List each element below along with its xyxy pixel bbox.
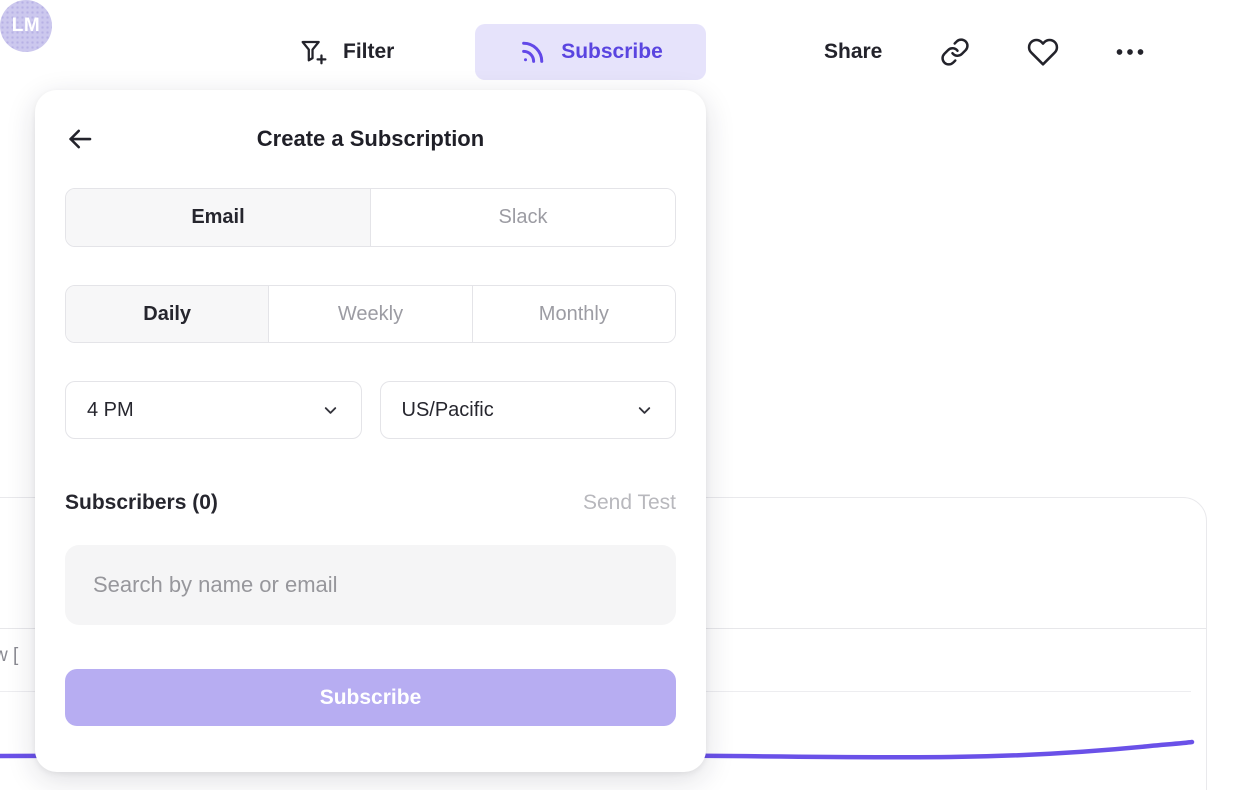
arrow-left-icon xyxy=(65,124,95,154)
copy-link-button[interactable] xyxy=(931,24,979,80)
ellipsis-icon xyxy=(1112,34,1148,70)
more-options-button[interactable] xyxy=(1106,24,1154,80)
favorite-button[interactable] xyxy=(1019,24,1067,80)
filter-plus-icon xyxy=(298,36,330,68)
channel-tabs: Email Slack xyxy=(65,188,676,247)
clipped-card-text: w [ xyxy=(0,645,19,666)
modal-title: Create a Subscription xyxy=(256,126,485,151)
share-label: Share xyxy=(824,40,883,63)
time-select[interactable]: 4 PM xyxy=(65,381,362,439)
subscribers-count-label: Subscribers (0) xyxy=(65,491,218,514)
timezone-select[interactable]: US/Pacific xyxy=(379,381,676,439)
chevron-down-icon xyxy=(321,401,340,420)
filter-label: Filter xyxy=(343,40,395,63)
tab-weekly[interactable]: Weekly xyxy=(268,286,472,342)
subscribers-row: Subscribers (0) Send Test xyxy=(65,491,676,515)
back-button[interactable] xyxy=(63,122,97,156)
send-test-button[interactable]: Send Test xyxy=(582,491,676,514)
create-subscription-modal: Create a Subscription Email Slack Daily … xyxy=(35,90,706,772)
avatar-initials: LM xyxy=(11,15,41,36)
schedule-row: 4 PM US/Pacific xyxy=(65,381,676,439)
modal-subscribe-button[interactable]: Subscribe xyxy=(65,669,676,726)
tab-slack[interactable]: Slack xyxy=(370,189,675,246)
chevron-down-icon xyxy=(635,401,654,420)
tab-daily[interactable]: Daily xyxy=(66,286,269,342)
timezone-select-value: US/Pacific xyxy=(401,398,494,421)
subscribe-label: Subscribe xyxy=(561,40,663,63)
frequency-tabs: Daily Weekly Monthly xyxy=(65,285,676,343)
filter-button[interactable]: Filter xyxy=(298,24,394,80)
subscriber-search-input[interactable] xyxy=(65,545,676,625)
subscribe-button[interactable]: Subscribe xyxy=(475,24,706,80)
modal-header: Create a Subscription xyxy=(65,120,676,158)
heart-icon xyxy=(1027,36,1059,68)
tab-monthly[interactable]: Monthly xyxy=(471,286,675,342)
avatar[interactable]: LM xyxy=(0,0,52,52)
time-select-value: 4 PM xyxy=(87,398,134,421)
share-button[interactable]: Share xyxy=(824,24,882,80)
tab-email[interactable]: Email xyxy=(66,189,370,246)
link-icon xyxy=(940,37,970,67)
rss-icon xyxy=(518,37,548,67)
